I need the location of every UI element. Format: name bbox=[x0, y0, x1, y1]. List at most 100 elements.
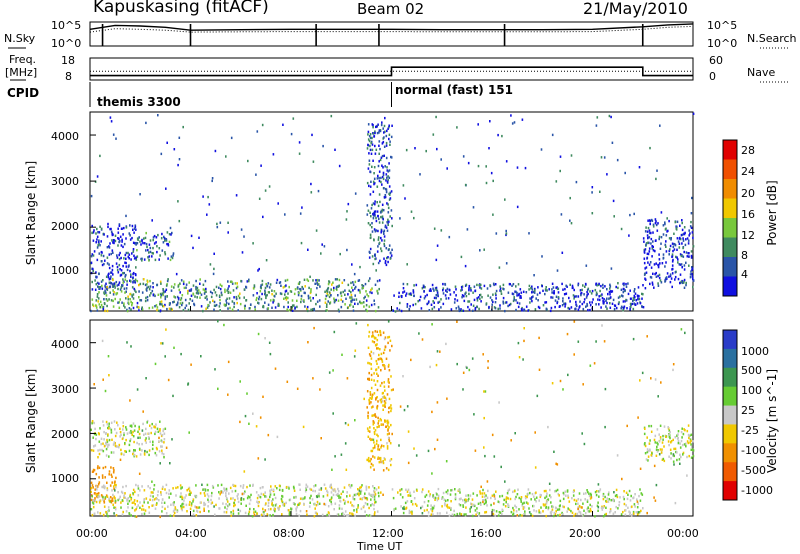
power-cell-1193 bbox=[382, 230, 385, 234]
freq-panel-frame bbox=[89, 57, 694, 81]
velocity-cell-98 bbox=[130, 431, 133, 435]
power-cell-355 bbox=[171, 308, 173, 311]
power-cell-2156 bbox=[394, 310, 397, 313]
velocity-cell-1621 bbox=[501, 512, 503, 515]
velocity-cell-739 bbox=[97, 495, 100, 499]
velocity-cell-1421 bbox=[587, 490, 589, 494]
velocity-cell-1263 bbox=[427, 511, 430, 514]
power-cell-877 bbox=[354, 287, 356, 290]
velocity-cell-1825 bbox=[296, 387, 299, 390]
velocity-cell-2035 bbox=[483, 446, 485, 449]
power-cell-325 bbox=[113, 291, 115, 294]
velocity-cell-1884 bbox=[487, 360, 489, 363]
velocity-cell-236 bbox=[132, 422, 135, 425]
velocity-cell-195 bbox=[97, 456, 99, 459]
power-cell-2152 bbox=[247, 159, 249, 163]
power-cell-945 bbox=[238, 296, 241, 300]
velocity-cell-1938 bbox=[626, 424, 628, 428]
power-cell-825 bbox=[102, 307, 105, 311]
velocity-cell-1692 bbox=[690, 443, 692, 446]
power-cell-2000 bbox=[479, 249, 481, 252]
power-cell-247 bbox=[147, 248, 149, 252]
power-cell-1003 bbox=[372, 262, 375, 266]
power-cell-608 bbox=[291, 299, 294, 302]
velocity-cell-1313 bbox=[443, 498, 446, 501]
velocity-cell-995 bbox=[372, 420, 375, 423]
velocity-cell-97 bbox=[151, 422, 153, 426]
power-cell-1783 bbox=[682, 281, 685, 284]
velocity-cell-808 bbox=[353, 493, 356, 497]
velocity-cell-908 bbox=[120, 490, 123, 494]
noise-series-nsearch bbox=[89, 25, 694, 33]
power-cell-276 bbox=[163, 237, 166, 240]
velocity-cell-1074 bbox=[369, 391, 372, 394]
power-cell-1641 bbox=[508, 282, 511, 286]
power-cell-1202 bbox=[386, 180, 389, 183]
velocity-cell-542 bbox=[124, 492, 126, 495]
velocity-cell-383 bbox=[212, 486, 215, 489]
power-cell-270 bbox=[137, 238, 139, 241]
power-cell-933 bbox=[235, 297, 238, 301]
velocity-cell-1500 bbox=[636, 498, 638, 501]
power-cell-2086 bbox=[312, 297, 314, 300]
velocity-cell-1051 bbox=[388, 406, 390, 410]
power-cb-tick-4: 4 bbox=[741, 268, 748, 281]
velocity-cell-1062 bbox=[375, 368, 377, 372]
velocity-cell-149 bbox=[110, 428, 113, 432]
power-cell-1416 bbox=[469, 287, 472, 290]
power-cell-2139 bbox=[556, 269, 559, 272]
power-cell-946 bbox=[141, 291, 144, 294]
power-cell-472 bbox=[306, 305, 309, 309]
velocity-cell-48 bbox=[110, 466, 112, 469]
power-cell-1146 bbox=[377, 214, 379, 218]
velocity-cell-1480 bbox=[539, 493, 542, 497]
power-cell-1438 bbox=[512, 299, 515, 303]
velocity-cell-206 bbox=[107, 443, 110, 447]
velocity-cell-266 bbox=[377, 486, 380, 489]
power-cell-2046 bbox=[517, 293, 520, 297]
velocity-cell-1700 bbox=[649, 439, 651, 442]
power-cell-1349 bbox=[527, 309, 529, 312]
power-cell-2019 bbox=[96, 175, 99, 178]
velocity-cell-783 bbox=[203, 488, 205, 491]
power-cell-1540 bbox=[590, 292, 593, 295]
velocity-cell-324 bbox=[373, 503, 375, 507]
velocity-cell-1882 bbox=[336, 513, 339, 516]
velocity-cell-773 bbox=[277, 506, 279, 510]
velocity-cell-969 bbox=[371, 414, 373, 417]
power-cell-1883 bbox=[672, 249, 674, 253]
power-cell-414 bbox=[260, 286, 262, 290]
velocity-cell-1640 bbox=[495, 490, 497, 493]
power-cell-309 bbox=[327, 300, 329, 303]
power-cell-500 bbox=[355, 298, 358, 301]
power-cell-1689 bbox=[622, 306, 625, 309]
velocity-cell-1525 bbox=[636, 506, 639, 509]
velocity-cell-17 bbox=[98, 481, 101, 484]
velocity-cell-566 bbox=[234, 498, 236, 502]
power-cell-1854 bbox=[662, 253, 665, 256]
power-cell-1226 bbox=[633, 288, 636, 291]
velocity-cell-605 bbox=[295, 512, 298, 516]
power-cell-796 bbox=[330, 294, 332, 297]
power-cell-2052 bbox=[178, 136, 181, 139]
power-cell-934 bbox=[308, 286, 310, 290]
power-cell-1547 bbox=[499, 287, 502, 290]
power-cell-2181 bbox=[359, 265, 361, 269]
power-cell-826 bbox=[357, 279, 360, 282]
power-cell-1015 bbox=[368, 139, 371, 143]
power-cell-39 bbox=[135, 228, 137, 231]
velocity-cell-364 bbox=[330, 486, 333, 489]
power-cell-1549 bbox=[528, 288, 530, 291]
velocity-cell-1658 bbox=[663, 459, 666, 463]
velocity-cell-872 bbox=[327, 511, 330, 514]
power-cell-2069 bbox=[213, 267, 215, 271]
velocity-cell-732 bbox=[117, 491, 119, 494]
velocity-cell-477 bbox=[207, 498, 209, 501]
velocity-cell-403 bbox=[204, 494, 206, 497]
power-cell-1556 bbox=[544, 288, 547, 291]
velocity-cell-262 bbox=[194, 494, 196, 498]
velocity-cell-1457 bbox=[600, 506, 603, 510]
power-cell-486 bbox=[279, 292, 282, 295]
velocity-cell-1839 bbox=[593, 362, 596, 365]
power-cell-1782 bbox=[673, 248, 676, 251]
